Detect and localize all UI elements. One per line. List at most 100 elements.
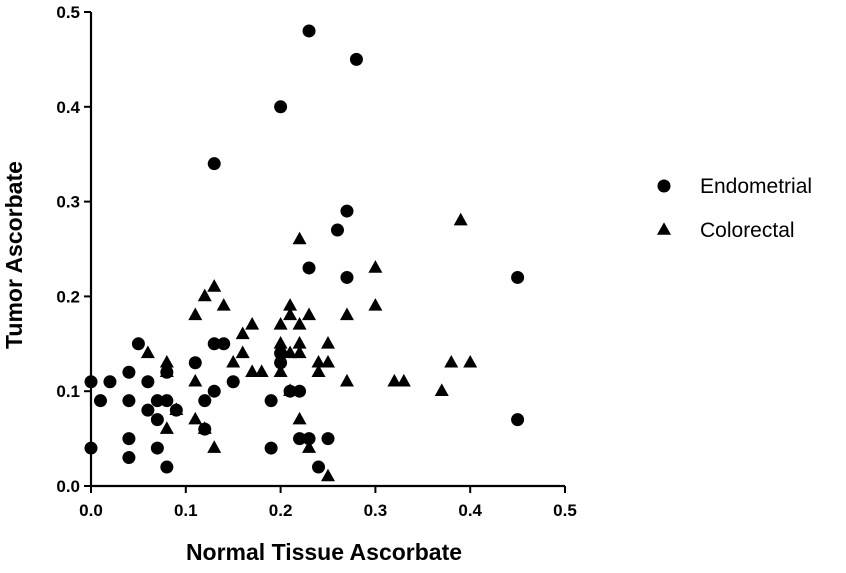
endometrial-point [160,460,174,474]
endometrial-point [340,270,354,284]
colorectal-point [339,307,354,321]
colorectal-point [159,421,174,434]
endometrial-point [198,394,212,408]
y-tick-label: 0.4 [56,98,80,117]
colorectal-point [387,373,402,387]
endometrial-point [293,384,307,398]
colorectal-point [273,335,288,349]
x-tick-label: 0.1 [174,501,198,520]
endometrial-point [264,441,278,455]
endometrial-point [217,337,231,351]
colorectal-point [311,354,326,368]
colorectal-point [283,345,298,359]
endometrial-point [349,52,363,66]
y-tick-label: 0.5 [56,3,80,22]
colorectal-point [283,307,298,321]
colorectal-point [434,383,449,396]
endometrial-point [150,394,164,408]
endometrial-point [511,270,525,284]
colorectal-point [188,411,203,425]
colorectal-point [235,345,250,359]
legend-label-colorectal: Colorectal [700,219,795,242]
colorectal-point [283,298,298,311]
colorectal-point [339,373,354,387]
endometrial-point [150,413,164,427]
colorectal-point [273,364,288,378]
endometrial-point [93,394,107,408]
endometrial-point [84,375,98,389]
colorectal-point [140,345,155,359]
colorectal-point [245,364,260,378]
data-markers [84,24,525,482]
colorectal-point [188,373,203,387]
colorectal-point [302,440,317,453]
endometrial-point [274,346,288,360]
endometrial-point [150,441,164,455]
legend-item-colorectal: Colorectal [657,219,795,242]
colorectal-point [283,383,298,396]
colorectal-point [311,364,326,378]
colorectal-point [169,402,184,415]
colorectal-point [216,298,231,311]
endometrial-point [160,394,174,408]
colorectal-point [245,317,260,330]
colorectal-point [463,354,478,368]
axes [89,12,565,488]
endometrial-point [141,375,155,389]
endometrial-point [122,365,136,379]
y-tick-label: 0.0 [56,477,80,496]
endometrial-point [274,356,288,370]
colorectal-point [188,307,203,321]
x-tick-label: 0.0 [79,501,103,520]
colorectal-point [444,354,459,368]
legend-item-endometrial: Endometrial [657,175,812,198]
colorectal-point [197,421,212,434]
colorectal-point [207,440,222,453]
endometrial-point [302,261,316,275]
colorectal-point [396,373,411,387]
endometrial-point [122,432,136,446]
x-tick-label: 0.5 [553,501,577,520]
endometrial-point [207,157,221,171]
endometrial-point [141,403,155,417]
colorectal-point [273,317,288,330]
endometrial-point [226,375,240,389]
endometrial-point [340,204,354,218]
colorectal-point [292,335,307,349]
colorectal-point [292,317,307,330]
y-tick-label: 0.2 [56,287,80,306]
colorectal-point [368,298,383,311]
x-axis-ticks: 0.0 0.1 0.2 0.3 0.4 0.5 [79,486,577,520]
colorectal-point [254,364,269,378]
colorectal-point [235,326,250,340]
legend: Endometrial Colorectal [657,175,812,242]
endometrial-point [274,100,288,114]
legend-triangle-icon [657,222,671,235]
colorectal-point [226,354,241,368]
endometrial-point [188,356,202,370]
endometrial-point [122,394,136,408]
y-axis-title: Tumor Ascorbate [1,161,27,349]
y-tick-label: 0.1 [56,382,80,401]
endometrial-point [131,337,145,351]
endometrial-point [321,432,335,446]
endometrial-point [103,375,117,389]
colorectal-point [453,212,468,226]
colorectal-point [292,411,307,425]
endometrial-point [207,384,221,398]
y-axis-ticks: 0.0 0.1 0.2 0.3 0.4 0.5 [56,3,91,496]
endometrial-point [293,432,307,446]
x-tick-label: 0.4 [458,501,482,520]
colorectal-point [321,354,335,368]
x-tick-label: 0.2 [269,501,293,520]
colorectal-point [197,288,212,302]
endometrial-point [122,451,136,465]
endometrial-point [330,223,344,237]
colorectal-point [292,231,307,245]
colorectal-point [159,354,174,368]
endometrial-point [207,337,221,351]
legend-label-endometrial: Endometrial [700,175,812,198]
colorectal-point [368,260,383,273]
